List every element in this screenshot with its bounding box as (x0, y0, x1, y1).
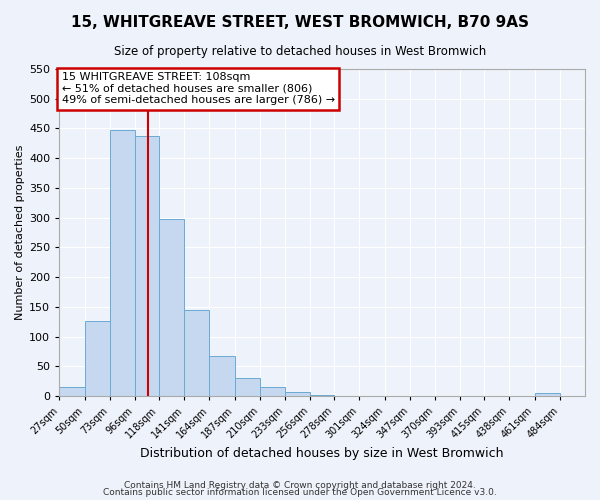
Bar (110, 130, 135, 396)
Bar (235, 378, 260, 396)
Bar (285, 392, 310, 396)
Bar (535, 393, 560, 396)
Text: Size of property relative to detached houses in West Bromwich: Size of property relative to detached ho… (114, 45, 486, 58)
Bar (159, 220, 184, 396)
Bar (135, 136, 159, 396)
Bar (85, 320, 110, 396)
Text: Contains HM Land Registry data © Crown copyright and database right 2024.: Contains HM Land Registry data © Crown c… (124, 480, 476, 490)
Bar (310, 395, 334, 396)
Y-axis label: Number of detached properties: Number of detached properties (15, 145, 25, 320)
Bar (209, 356, 235, 396)
Bar (59, 387, 85, 396)
Text: Contains public sector information licensed under the Open Government Licence v3: Contains public sector information licen… (103, 488, 497, 497)
X-axis label: Distribution of detached houses by size in West Bromwich: Distribution of detached houses by size … (140, 447, 504, 460)
Text: 15 WHITGREAVE STREET: 108sqm
← 51% of detached houses are smaller (806)
49% of s: 15 WHITGREAVE STREET: 108sqm ← 51% of de… (62, 72, 335, 105)
Bar (260, 387, 285, 396)
Text: 15, WHITGREAVE STREET, WEST BROMWICH, B70 9AS: 15, WHITGREAVE STREET, WEST BROMWICH, B7… (71, 15, 529, 30)
Bar (184, 310, 209, 396)
